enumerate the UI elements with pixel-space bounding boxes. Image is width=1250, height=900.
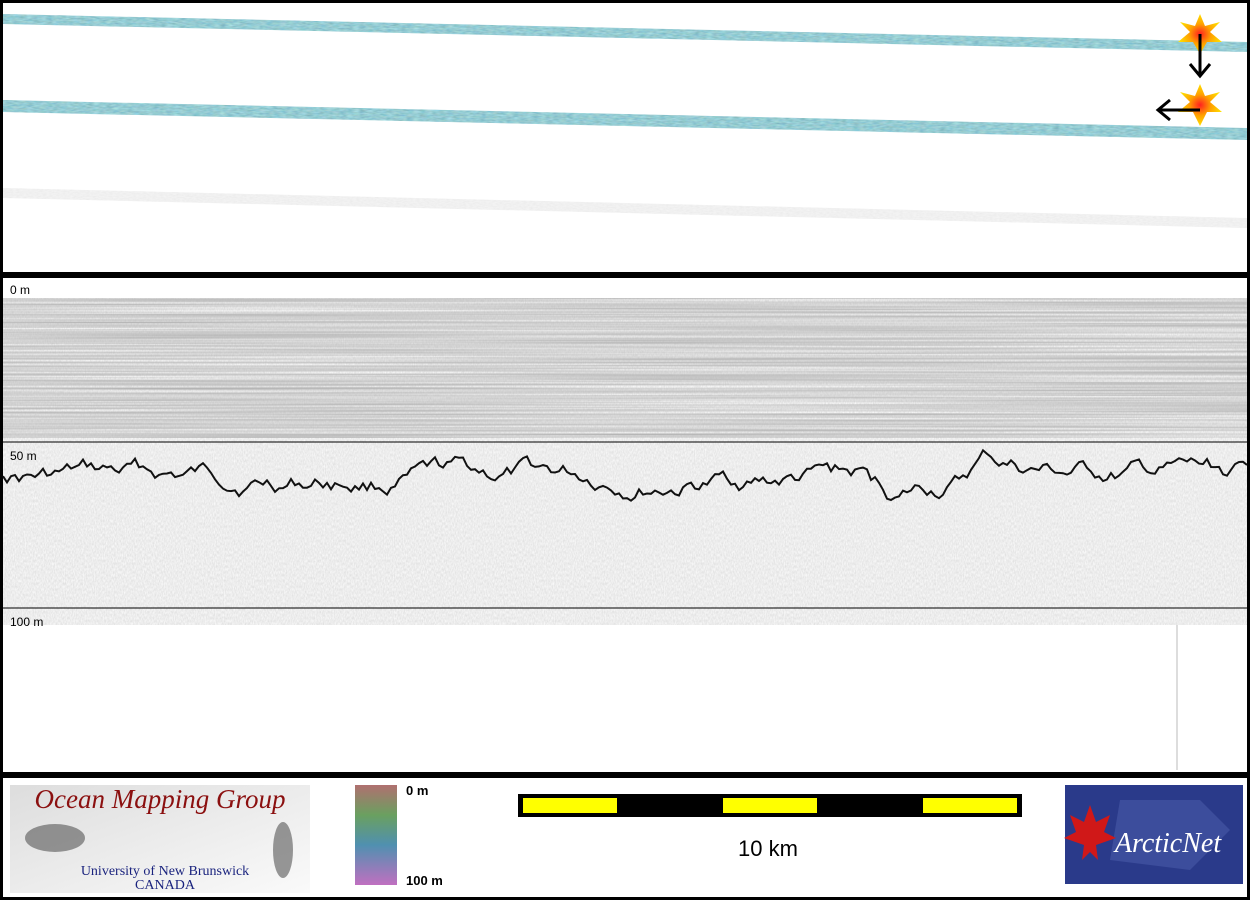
partner-name: ArcticNet: [1113, 828, 1222, 859]
depth-label: 50 m: [10, 449, 37, 463]
logo-line: University of New Brunswick: [81, 864, 249, 879]
colorbar-label: 100 m: [406, 873, 443, 888]
seabed-trace: [2, 448, 1248, 502]
seabed: [2, 448, 1248, 502]
water-column: [3, 298, 1247, 438]
logo-title: Ocean Mapping Group: [35, 784, 286, 814]
depth-label: 0 m: [10, 283, 30, 297]
swath: [3, 14, 1247, 52]
arcticnet-logo: ArcticNet: [1064, 785, 1243, 884]
swath: [3, 100, 1247, 140]
colorbar: [355, 785, 397, 885]
colorbar-label: 0 m: [406, 783, 428, 798]
omg-logo: Ocean Mapping Group University of New Br…: [10, 784, 310, 893]
logo-line: CANADA: [135, 878, 196, 893]
scale-label: 10 km: [738, 836, 798, 861]
scale-bar: [518, 794, 1022, 817]
depth-label: 100 m: [10, 615, 43, 629]
plan-panel: [3, 3, 1247, 272]
swath-grey: [3, 188, 1247, 228]
ship-marker: [1155, 84, 1222, 126]
ship-marker: [1178, 14, 1222, 79]
